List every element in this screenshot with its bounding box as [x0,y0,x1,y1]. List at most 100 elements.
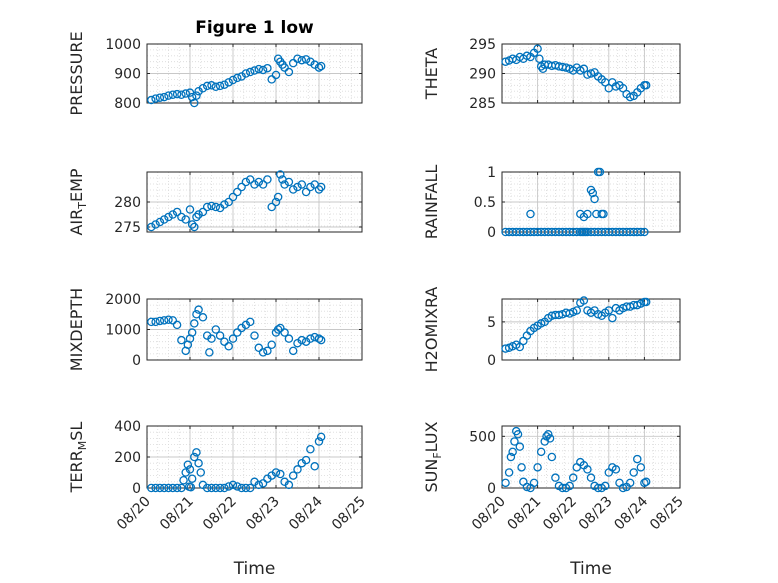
data-point [147,222,156,232]
data-point [599,209,608,219]
data-point [280,63,289,72]
data-point [233,187,242,197]
data-point [233,328,242,337]
data-point [284,67,294,77]
data-point [288,471,298,480]
data-point [267,75,276,84]
data-point [284,480,294,490]
data-point [529,478,539,488]
data-point [288,58,298,68]
data-point [181,215,190,224]
data-point [625,478,635,488]
data-point [172,320,182,330]
data-point [220,200,229,209]
data-point [245,67,255,77]
data-point [172,483,182,493]
y-axis-label: TERRMSL [67,422,89,494]
data-point [633,454,642,464]
data-point [198,207,208,217]
x-axis-label: Time [569,559,612,579]
data-point [310,462,319,471]
data-point [220,337,229,346]
data-point [314,334,324,343]
data-point [254,480,264,490]
data-point [629,468,638,477]
chart-panel-theta: 285 290 295 THETA [422,37,681,112]
data-point [185,465,195,474]
data-point [565,481,574,491]
data-point [155,93,165,102]
data-point [306,334,315,343]
data-point [184,482,194,492]
data-point [288,346,298,356]
data-point [293,54,302,64]
chart-panel-mixdepth: 0 1000 2000 MIXDEPTH [67,288,363,371]
data-point [293,465,302,474]
data-point [276,469,285,479]
data-point [579,296,589,305]
data-point [263,63,272,73]
data-point [187,474,197,483]
data-point [250,180,259,189]
data-point [215,483,225,493]
data-point [561,63,571,72]
data-point [211,82,221,92]
data-point [258,348,268,357]
data-point [284,334,294,343]
data-point [263,346,272,356]
data-point [211,325,221,334]
data-point [271,468,281,477]
data-point [533,463,542,472]
y-tick-label: 285 [469,96,496,112]
chart-title: Figure 1 low [195,18,314,38]
data-point [508,447,517,457]
data-point [510,437,519,446]
data-point [588,188,598,198]
data-point [538,64,548,74]
data-point [183,460,193,469]
data-point [640,227,649,237]
y-tick-label: 295 [469,37,496,53]
data-point [267,340,276,349]
y-tick-label: 0 [132,353,141,369]
data-point [501,478,510,488]
data-point [207,483,216,493]
data-point [568,473,578,482]
data-point [501,57,510,66]
data-point [517,463,526,472]
data-point [164,91,173,100]
data-point [254,64,264,74]
data-point [258,479,268,488]
y-tick-label: 900 [114,67,141,83]
data-point [641,81,651,90]
data-point [241,483,251,493]
data-point [215,81,225,91]
y-tick-label: 0 [132,481,141,497]
data-point [533,44,542,53]
data-point [297,180,307,189]
data-point [586,69,596,78]
data-point [600,481,610,491]
data-point [625,92,635,102]
data-point [545,434,555,443]
y-tick-label: 1000 [105,323,141,339]
y-axis-label: AIRTEMP [67,168,89,235]
data-point [192,448,201,457]
data-point [185,205,195,214]
data-point [187,328,197,337]
data-point [202,483,212,493]
data-point [241,69,251,78]
data-point [314,63,324,72]
data-point [194,305,203,314]
data-point [233,73,242,83]
data-point [155,217,165,227]
data-point [267,202,276,212]
y-tick-label: 5 [487,315,496,331]
axes-box [501,298,681,361]
data-point [526,209,535,219]
data-point [181,89,190,98]
data-point [595,167,605,177]
data-point [177,335,186,345]
data-point [536,447,546,457]
